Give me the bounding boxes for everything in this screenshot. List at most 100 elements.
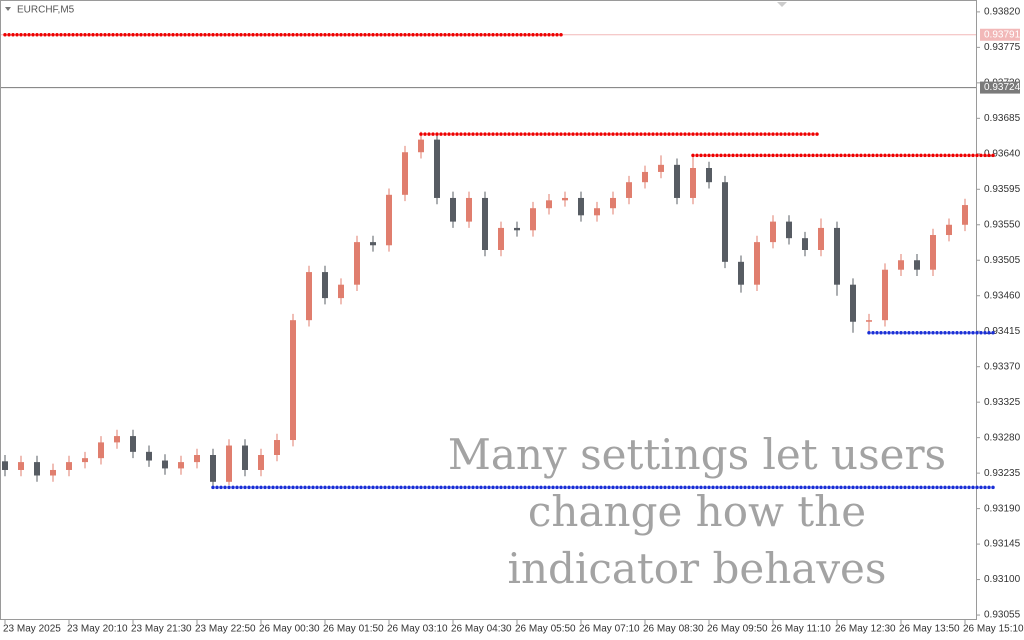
- candle-body: [130, 436, 136, 452]
- price-label: 0.93724: [984, 82, 1021, 93]
- candle-body: [818, 227, 824, 250]
- candle-body: [162, 460, 168, 469]
- candle-body: [34, 462, 40, 476]
- candle-body: [146, 451, 152, 461]
- price-label-box: [980, 81, 1020, 94]
- x-tick-label: 23 May 20:10: [67, 624, 128, 635]
- price-label: 0.93791: [984, 29, 1021, 40]
- candle-body: [642, 171, 648, 183]
- candle-body: [114, 436, 120, 443]
- candle-body: [370, 242, 376, 246]
- candle-body: [562, 197, 568, 201]
- symbol-title: EURCHF,M5: [17, 5, 75, 16]
- candle-body: [802, 238, 808, 250]
- candle-body: [882, 269, 888, 321]
- candle-body: [402, 152, 408, 195]
- x-tick-label: 26 May 12:30: [835, 624, 896, 635]
- candle-body: [962, 205, 968, 225]
- candle-body: [354, 242, 360, 285]
- candle-body: [306, 272, 312, 321]
- x-tick-label: 26 May 11:10: [771, 624, 831, 635]
- candle-body: [466, 197, 472, 222]
- y-tick-label: 0.93640: [984, 148, 1021, 159]
- x-tick-label: 26 May 05:50: [515, 624, 576, 635]
- y-tick-label: 0.93055: [984, 610, 1021, 621]
- x-tick-label: 26 May 03:10: [387, 624, 448, 635]
- candle-body: [866, 320, 872, 322]
- y-tick-label: 0.93415: [984, 326, 1021, 337]
- candle-body: [482, 197, 488, 250]
- candle-body: [50, 469, 56, 476]
- overlay-caption: Many settings let users: [448, 430, 946, 479]
- candle-body: [226, 445, 232, 482]
- x-tick-label: 23 May 2025: [3, 624, 61, 635]
- y-tick-label: 0.93550: [984, 219, 1021, 230]
- candle-body: [754, 242, 760, 285]
- candle-body: [338, 284, 344, 299]
- candle-body: [514, 227, 520, 231]
- candle-body: [914, 260, 920, 270]
- candle-body: [578, 197, 584, 216]
- shift-marker: [777, 2, 787, 7]
- y-tick-label: 0.93685: [984, 113, 1021, 124]
- candle-body: [834, 227, 840, 285]
- candle-body: [210, 455, 216, 482]
- candle-body: [258, 455, 264, 470]
- x-tick-label: 23 May 21:30: [131, 624, 192, 635]
- candle-body: [2, 461, 8, 470]
- candle-body: [786, 221, 792, 239]
- candle-body: [898, 260, 904, 270]
- plot-frame: [0, 0, 977, 620]
- candle-body: [290, 320, 296, 441]
- candle-body: [82, 458, 88, 463]
- x-tick-label: 26 May 04:30: [451, 624, 512, 635]
- candle-body: [546, 200, 552, 209]
- candle-body: [690, 168, 696, 198]
- overlay-caption: change how the: [528, 487, 866, 536]
- candle-body: [322, 272, 328, 299]
- candle-body: [498, 227, 504, 250]
- candle-body: [450, 197, 456, 222]
- candle-body: [66, 462, 72, 470]
- candle-body: [274, 440, 280, 455]
- x-tick-label: 26 May 15:10: [963, 624, 1024, 635]
- x-tick-label: 26 May 08:30: [643, 624, 704, 635]
- price-label-box: [980, 28, 1020, 41]
- candle-body: [706, 168, 712, 183]
- candle-body: [722, 182, 728, 262]
- candle-body: [98, 442, 104, 459]
- candle-body: [946, 224, 952, 236]
- x-tick-label: 23 May 22:50: [195, 624, 256, 635]
- candle-body: [594, 208, 600, 216]
- x-tick-label: 26 May 13:50: [899, 624, 960, 635]
- y-tick-label: 0.93100: [984, 574, 1021, 585]
- candle-body: [674, 164, 680, 198]
- overlay-caption: indicator behaves: [508, 544, 887, 593]
- candle-body: [530, 208, 536, 231]
- candle-body: [770, 221, 776, 243]
- y-tick-label: 0.93460: [984, 290, 1021, 301]
- y-tick-label: 0.93190: [984, 503, 1021, 514]
- y-tick-label: 0.93280: [984, 432, 1021, 443]
- y-tick-label: 0.93325: [984, 397, 1021, 408]
- candle-body: [610, 197, 616, 209]
- candle-body: [850, 284, 856, 322]
- y-tick-label: 0.93595: [984, 184, 1021, 195]
- candle-body: [930, 235, 936, 270]
- candle-body: [242, 445, 248, 470]
- y-tick-label: 0.93235: [984, 468, 1021, 479]
- y-tick-label: 0.93145: [984, 539, 1021, 550]
- candle-body: [738, 261, 744, 285]
- y-tick-label: 0.93775: [984, 42, 1021, 53]
- y-tick-label: 0.93820: [984, 7, 1021, 18]
- x-tick-label: 26 May 00:30: [259, 624, 320, 635]
- candle-body: [178, 462, 184, 469]
- candle-body: [386, 194, 392, 246]
- x-tick-label: 26 May 09:50: [707, 624, 768, 635]
- candle-body: [434, 139, 440, 198]
- collapse-arrow[interactable]: [5, 7, 11, 11]
- y-tick-label: 0.93505: [984, 255, 1021, 266]
- candle-body: [18, 462, 24, 470]
